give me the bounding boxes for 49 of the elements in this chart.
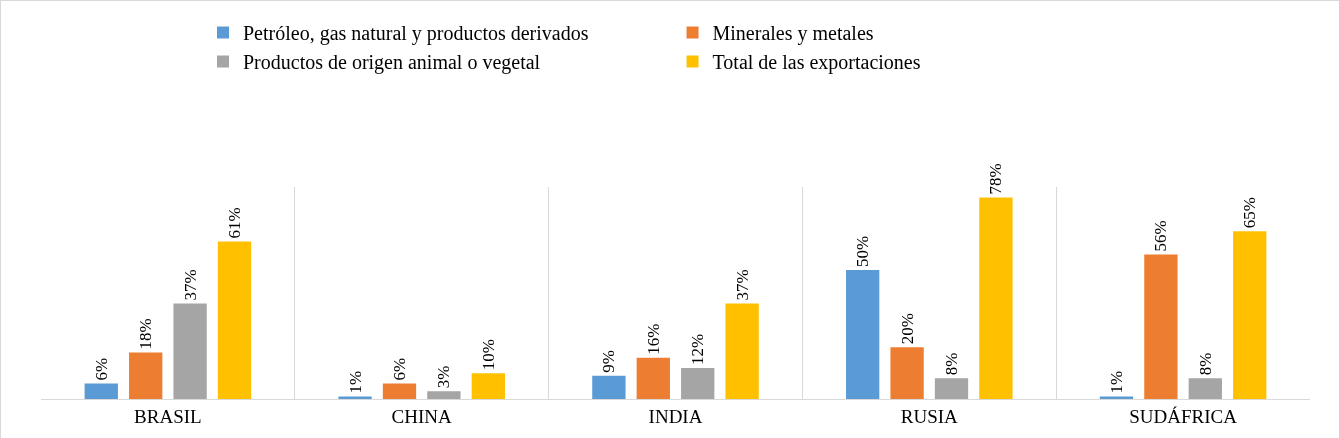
bar <box>1144 254 1178 399</box>
data-label: 8% <box>942 352 962 376</box>
bar <box>1233 231 1267 399</box>
data-label: 10% <box>478 339 498 371</box>
bar <box>471 373 505 399</box>
bar <box>592 375 626 399</box>
data-label: 50% <box>853 235 873 267</box>
bar <box>129 352 163 399</box>
bar <box>934 378 969 399</box>
x-tick-label: CHINA <box>391 405 453 427</box>
data-label: 6% <box>91 357 111 381</box>
x-tick-label: INDIA <box>648 405 703 427</box>
data-label: 1% <box>345 370 365 394</box>
data-label: 16% <box>643 323 663 355</box>
legend-label: Productos de origen animal o vegetal <box>243 51 541 75</box>
legend-label: Minerales y metales <box>712 22 874 46</box>
bar <box>979 197 1013 399</box>
data-label: 65% <box>1240 197 1260 229</box>
bar <box>1099 396 1134 399</box>
data-label: 37% <box>180 269 200 301</box>
data-label: 3% <box>434 365 454 389</box>
bar <box>681 368 715 399</box>
bar <box>1188 378 1222 399</box>
x-tick-label: BRASIL <box>134 405 202 427</box>
x-tick-label: SUDÁFRICA <box>1129 405 1238 427</box>
bar <box>427 391 461 399</box>
data-label: 56% <box>1151 220 1171 252</box>
bar <box>890 347 924 399</box>
data-label: 8% <box>1195 352 1215 376</box>
data-label: 61% <box>225 207 245 239</box>
bar <box>846 269 880 399</box>
legend-label: Total de las exportaciones <box>712 51 921 75</box>
data-label: 1% <box>1106 370 1126 394</box>
data-label: 9% <box>599 350 619 373</box>
bar <box>217 241 252 399</box>
data-label: 78% <box>986 163 1006 195</box>
bar <box>84 383 118 399</box>
bar <box>725 303 759 399</box>
data-label: 20% <box>897 313 917 345</box>
data-label: 37% <box>732 269 752 301</box>
data-label: 6% <box>389 357 409 381</box>
data-label: 18% <box>136 318 156 350</box>
bar <box>173 303 207 399</box>
bar <box>636 357 670 399</box>
bar <box>382 383 417 399</box>
legend-label: Petróleo, gas natural y productos derivados <box>243 22 589 46</box>
bar <box>338 396 372 399</box>
x-tick-label: RUSIA <box>900 405 959 427</box>
data-label: 12% <box>688 333 708 366</box>
